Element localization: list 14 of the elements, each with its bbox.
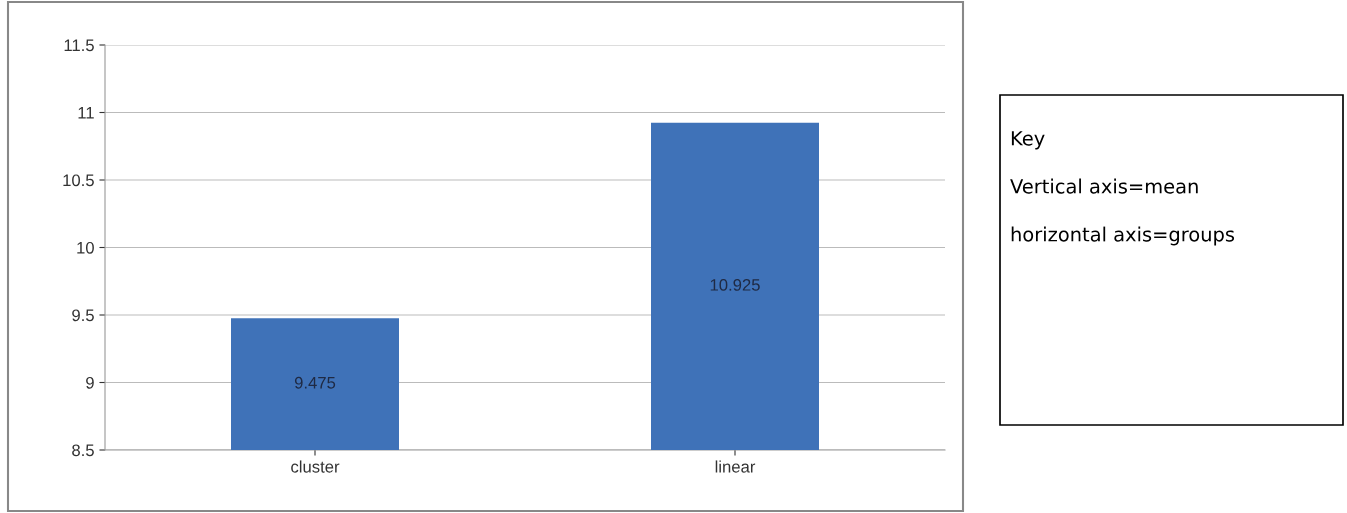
data-label: 9.475	[294, 376, 336, 389]
y-tick-label: 10	[77, 241, 94, 254]
text: Vertical axis=mean	[1010, 178, 1198, 194]
y-tick-label: 8.5	[72, 444, 94, 457]
x-tick-label: linear	[715, 460, 756, 473]
text: horizontal axis=groups	[1011, 226, 1235, 246]
data-label: 10.925	[710, 278, 760, 291]
x-tick-label: cluster	[291, 460, 340, 473]
text: Key	[1011, 131, 1045, 150]
y-tick-label: 9	[86, 376, 94, 389]
y-tick-label: 9.5	[72, 309, 94, 322]
y-tick-label: 10.5	[63, 174, 94, 187]
y-tick-label: 11	[78, 107, 94, 119]
y-tick-label: 11.5	[64, 39, 94, 52]
